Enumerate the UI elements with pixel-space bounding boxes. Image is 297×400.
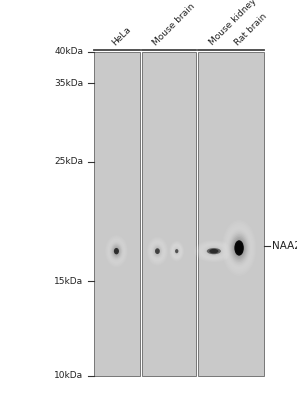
Text: 25kDa: 25kDa: [54, 157, 83, 166]
Ellipse shape: [224, 223, 255, 273]
Ellipse shape: [107, 238, 126, 265]
Ellipse shape: [231, 236, 247, 260]
Bar: [142, 52, 196, 376]
Ellipse shape: [172, 244, 181, 258]
Ellipse shape: [151, 243, 164, 259]
Ellipse shape: [176, 250, 177, 252]
Ellipse shape: [116, 250, 117, 252]
Ellipse shape: [207, 248, 221, 254]
Ellipse shape: [109, 241, 124, 262]
Ellipse shape: [152, 244, 163, 258]
Ellipse shape: [237, 245, 241, 251]
Ellipse shape: [112, 244, 121, 258]
Ellipse shape: [194, 240, 234, 262]
Ellipse shape: [114, 248, 119, 254]
Ellipse shape: [235, 242, 243, 254]
Ellipse shape: [227, 228, 252, 268]
Ellipse shape: [157, 250, 158, 252]
Ellipse shape: [114, 248, 119, 254]
Ellipse shape: [236, 243, 242, 253]
Ellipse shape: [198, 242, 230, 260]
Ellipse shape: [209, 249, 218, 253]
Ellipse shape: [173, 246, 181, 256]
Ellipse shape: [154, 247, 160, 255]
Ellipse shape: [199, 243, 228, 259]
Ellipse shape: [176, 250, 178, 253]
Text: Rat brain: Rat brain: [233, 12, 268, 47]
Ellipse shape: [171, 244, 182, 258]
Ellipse shape: [170, 242, 184, 261]
Ellipse shape: [154, 246, 161, 256]
Ellipse shape: [147, 237, 168, 266]
Ellipse shape: [151, 242, 164, 260]
Ellipse shape: [175, 248, 179, 254]
Ellipse shape: [153, 245, 162, 257]
Ellipse shape: [106, 236, 127, 266]
Text: HeLa: HeLa: [110, 25, 132, 47]
Ellipse shape: [149, 240, 166, 262]
Ellipse shape: [201, 244, 227, 258]
Ellipse shape: [110, 242, 123, 260]
Ellipse shape: [197, 242, 231, 261]
Text: Mouse brain: Mouse brain: [151, 2, 197, 47]
Text: NAA20: NAA20: [272, 241, 297, 251]
Ellipse shape: [237, 245, 241, 251]
Ellipse shape: [173, 247, 180, 256]
Ellipse shape: [113, 246, 120, 256]
Ellipse shape: [202, 245, 225, 258]
Ellipse shape: [169, 241, 184, 262]
Ellipse shape: [208, 248, 219, 254]
Ellipse shape: [148, 239, 167, 264]
Ellipse shape: [175, 249, 178, 253]
Ellipse shape: [209, 249, 218, 254]
Ellipse shape: [155, 248, 160, 254]
Ellipse shape: [212, 250, 215, 252]
Ellipse shape: [205, 246, 222, 256]
Ellipse shape: [204, 246, 224, 257]
Ellipse shape: [222, 220, 256, 276]
Text: 15kDa: 15kDa: [54, 277, 83, 286]
Ellipse shape: [195, 241, 233, 262]
Ellipse shape: [115, 249, 118, 254]
Ellipse shape: [234, 240, 244, 256]
Ellipse shape: [173, 245, 181, 257]
Ellipse shape: [105, 235, 128, 267]
Ellipse shape: [108, 240, 124, 262]
Ellipse shape: [233, 239, 245, 257]
Text: 10kDa: 10kDa: [54, 372, 83, 380]
Bar: [198, 52, 264, 376]
Ellipse shape: [170, 242, 183, 260]
Ellipse shape: [112, 246, 121, 257]
Ellipse shape: [108, 238, 125, 264]
Ellipse shape: [171, 243, 183, 259]
Bar: [94, 52, 140, 376]
Ellipse shape: [234, 240, 244, 256]
Ellipse shape: [228, 229, 251, 267]
Ellipse shape: [155, 248, 160, 254]
Ellipse shape: [230, 232, 249, 264]
Text: 35kDa: 35kDa: [54, 79, 83, 88]
Ellipse shape: [207, 247, 221, 255]
Ellipse shape: [150, 241, 165, 262]
Text: Mouse kidney: Mouse kidney: [208, 0, 258, 47]
Ellipse shape: [235, 242, 243, 254]
Ellipse shape: [111, 243, 122, 259]
Ellipse shape: [148, 238, 167, 264]
Ellipse shape: [223, 222, 255, 274]
Ellipse shape: [232, 237, 246, 259]
Ellipse shape: [156, 249, 159, 253]
Ellipse shape: [225, 225, 253, 271]
Ellipse shape: [236, 243, 242, 253]
Ellipse shape: [211, 250, 217, 253]
Ellipse shape: [175, 249, 178, 253]
Text: 40kDa: 40kDa: [54, 48, 83, 56]
Ellipse shape: [226, 226, 252, 270]
Ellipse shape: [230, 234, 248, 262]
Ellipse shape: [174, 248, 179, 255]
Ellipse shape: [238, 246, 240, 250]
Ellipse shape: [229, 231, 249, 265]
